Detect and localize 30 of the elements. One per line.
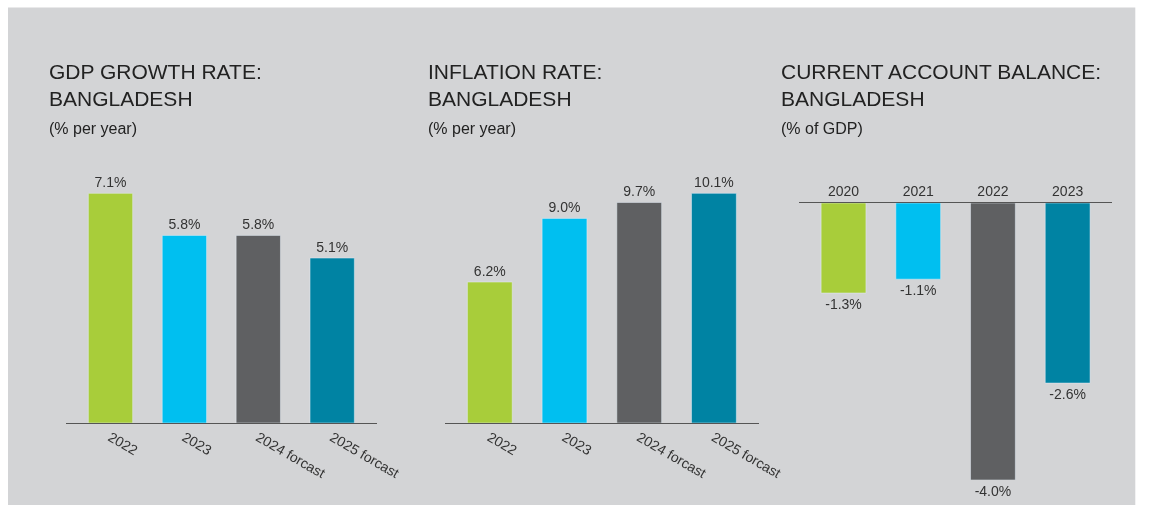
x-tick-label: 2023 bbox=[179, 428, 215, 459]
chart-title: INFLATION RATE: BANGLADESH bbox=[428, 60, 603, 111]
chart-title: GDP GROWTH RATE: BANGLADESH bbox=[49, 60, 262, 111]
bar bbox=[616, 202, 662, 423]
chart-subtitle: (% per year) bbox=[49, 120, 138, 137]
chart-subtitle: (% of GDP) bbox=[781, 120, 863, 137]
x-tick-label: 2023 bbox=[559, 428, 595, 459]
x-tick-label: 2023 bbox=[1052, 183, 1084, 200]
bar bbox=[691, 193, 737, 423]
data-label: -2.6% bbox=[1049, 386, 1086, 403]
bar bbox=[541, 218, 588, 423]
data-label: 5.8% bbox=[168, 216, 201, 233]
data-label: 9.0% bbox=[548, 199, 581, 216]
chart-title: CURRENT ACCOUNT BALANCE: BANGLADESH bbox=[781, 60, 1102, 111]
data-label: -1.3% bbox=[825, 296, 862, 313]
x-tick-label: 2020 bbox=[827, 183, 860, 200]
data-label: 6.2% bbox=[473, 263, 506, 280]
data-label: -1.1% bbox=[899, 282, 937, 299]
data-label: 5.1% bbox=[316, 239, 349, 256]
bar bbox=[467, 281, 513, 423]
data-label: -4.0% bbox=[974, 483, 1012, 499]
x-tick-label: 2021 bbox=[902, 183, 935, 200]
chart-subtitle: (% per year) bbox=[428, 120, 517, 137]
x-tick-label: 2022 bbox=[977, 183, 1009, 200]
data-label: 7.1% bbox=[94, 174, 127, 191]
data-label: 10.1% bbox=[694, 174, 734, 191]
data-label: 5.8% bbox=[242, 216, 275, 233]
data-label: 9.7% bbox=[623, 183, 656, 200]
x-tick-label: 2022 bbox=[484, 428, 520, 459]
x-tick-label: 2022 bbox=[105, 428, 141, 459]
